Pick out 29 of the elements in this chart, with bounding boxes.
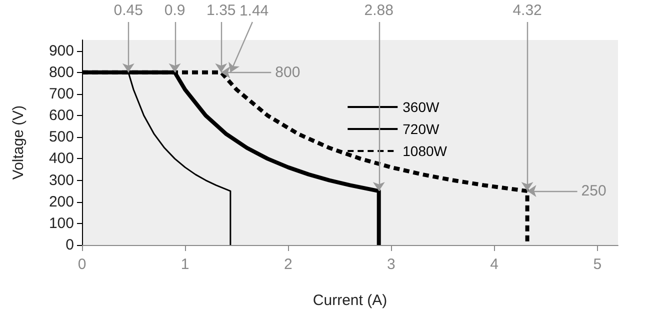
annotation: 0.45	[114, 2, 143, 19]
y-tick-label: 100	[48, 214, 74, 232]
y-axis-title: Voltage (V)	[10, 105, 27, 180]
y-tick-label: 300	[48, 172, 74, 189]
y-tick-label: 600	[48, 107, 74, 124]
y-tick-label: 500	[48, 128, 74, 146]
y-tick-label: 400	[48, 150, 74, 168]
legend-label: 1080W	[402, 143, 448, 159]
x-tick-label: 0	[78, 256, 86, 273]
x-tick-label: 4	[490, 256, 498, 273]
x-tick-label: 2	[284, 256, 292, 273]
y-tick-label: 800	[48, 64, 74, 81]
annotation: 1.35	[206, 2, 236, 19]
y-tick-label: 900	[48, 42, 74, 60]
annotation: 1.44	[239, 2, 269, 20]
annotation: 800	[275, 64, 300, 81]
legend-label: 360W	[402, 99, 440, 115]
annotation: 250	[581, 182, 606, 200]
y-tick-label: 0	[66, 236, 74, 254]
legend-label: 720W	[402, 121, 440, 137]
annotation: 4.32	[512, 2, 542, 19]
x-axis-title: Current (A)	[312, 292, 388, 309]
annotation: 0.9	[164, 2, 186, 19]
annotation: 2.88	[364, 2, 394, 19]
x-tick-label: 5	[593, 256, 602, 273]
x-tick-label: 1	[180, 256, 190, 273]
x-tick-label: 3	[387, 256, 396, 273]
y-tick-label: 700	[48, 85, 74, 102]
y-tick-label: 200	[48, 193, 74, 210]
